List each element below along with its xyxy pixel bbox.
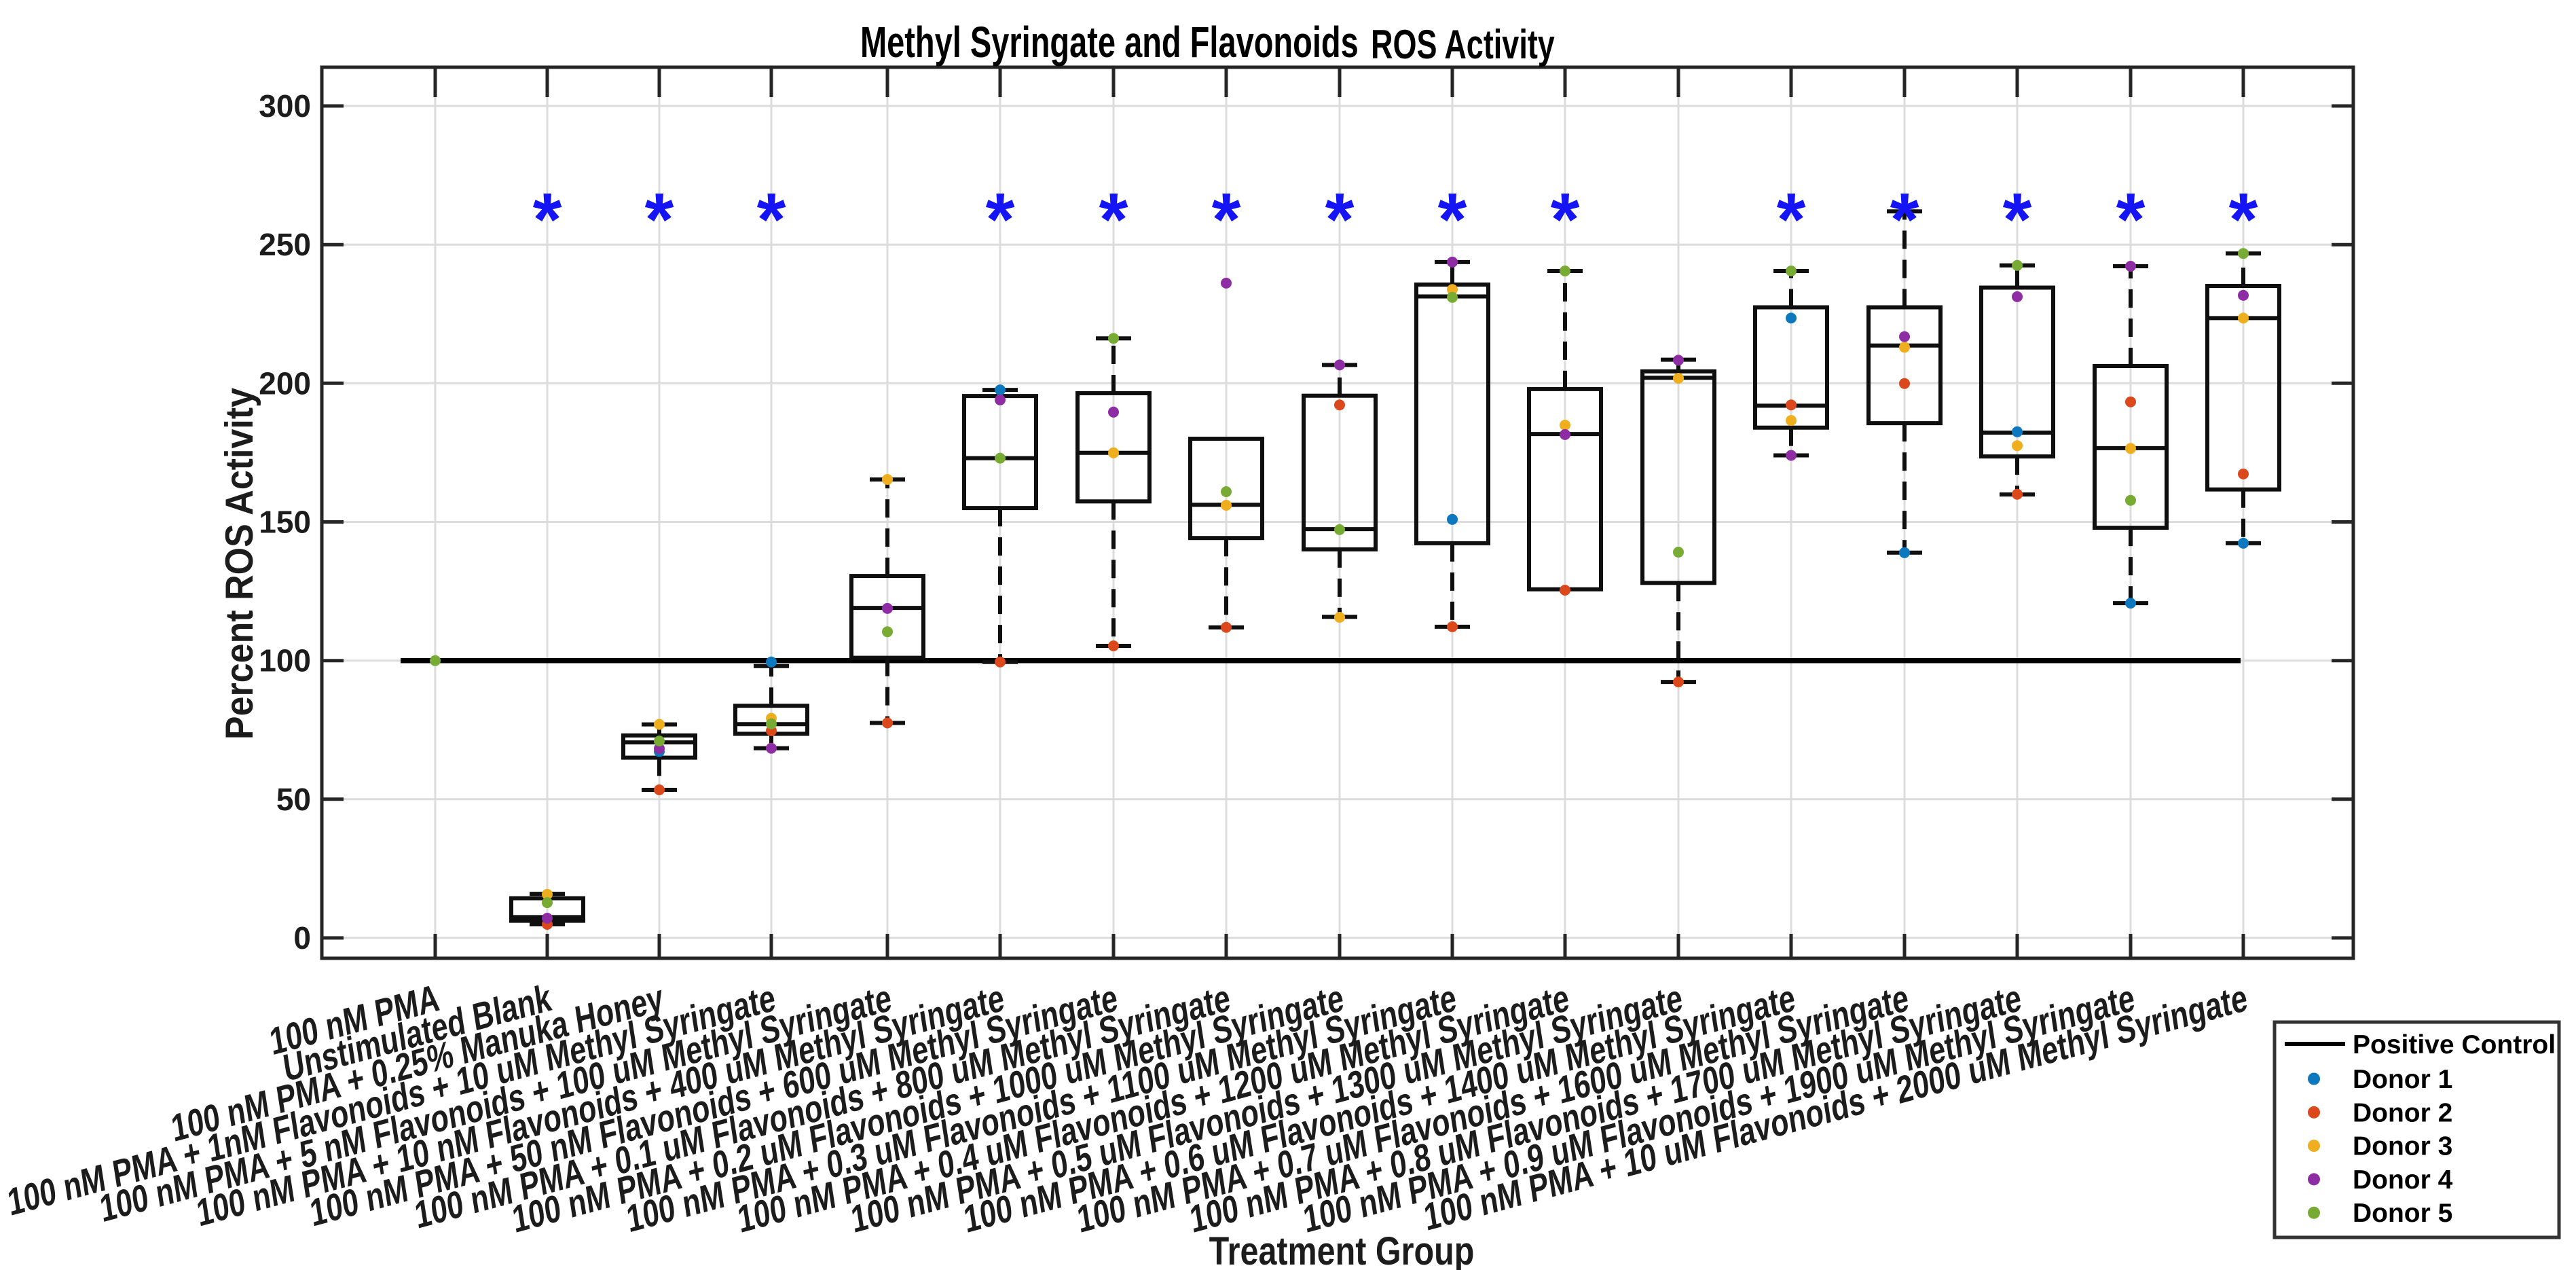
svg-text:Donor 5: Donor 5 <box>2353 1199 2452 1228</box>
svg-text:Positive Control: Positive Control <box>2353 1030 2556 1059</box>
svg-text:*: * <box>1099 178 1128 261</box>
svg-text:Donor 3: Donor 3 <box>2353 1132 2452 1161</box>
svg-text:Donor 4: Donor 4 <box>2353 1165 2453 1195</box>
svg-text:*: * <box>1325 178 1355 261</box>
svg-text:150: 150 <box>259 505 311 540</box>
svg-text:*: * <box>2116 178 2146 261</box>
svg-text:*: * <box>2229 178 2258 261</box>
svg-text:Donor 1: Donor 1 <box>2353 1065 2452 1094</box>
svg-text:*: * <box>1212 178 1241 261</box>
svg-text:0: 0 <box>293 920 311 956</box>
svg-text:*: * <box>986 178 1015 261</box>
svg-text:*: * <box>1438 178 1467 261</box>
svg-text:Percent ROS Activity: Percent ROS Activity <box>218 387 261 740</box>
svg-text:Donor 2: Donor 2 <box>2353 1098 2452 1127</box>
svg-text:ROS Activity: ROS Activity <box>1371 22 1555 68</box>
svg-text:250: 250 <box>259 227 311 262</box>
svg-text:*: * <box>1551 178 1580 261</box>
svg-text:*: * <box>757 178 786 261</box>
svg-text:Methyl Syringate and Flavonoid: Methyl Syringate and Flavonoids <box>860 18 1359 67</box>
svg-text:*: * <box>1777 178 1806 261</box>
svg-text:*: * <box>645 178 674 261</box>
svg-text:100: 100 <box>259 643 311 678</box>
svg-text:*: * <box>1890 178 1919 261</box>
svg-text:300: 300 <box>259 88 311 124</box>
svg-text:*: * <box>2003 178 2032 261</box>
svg-text:200: 200 <box>259 365 311 401</box>
svg-text:Treatment Group: Treatment Group <box>1209 1230 1475 1270</box>
svg-text:50: 50 <box>276 782 311 817</box>
svg-text:*: * <box>533 178 562 261</box>
